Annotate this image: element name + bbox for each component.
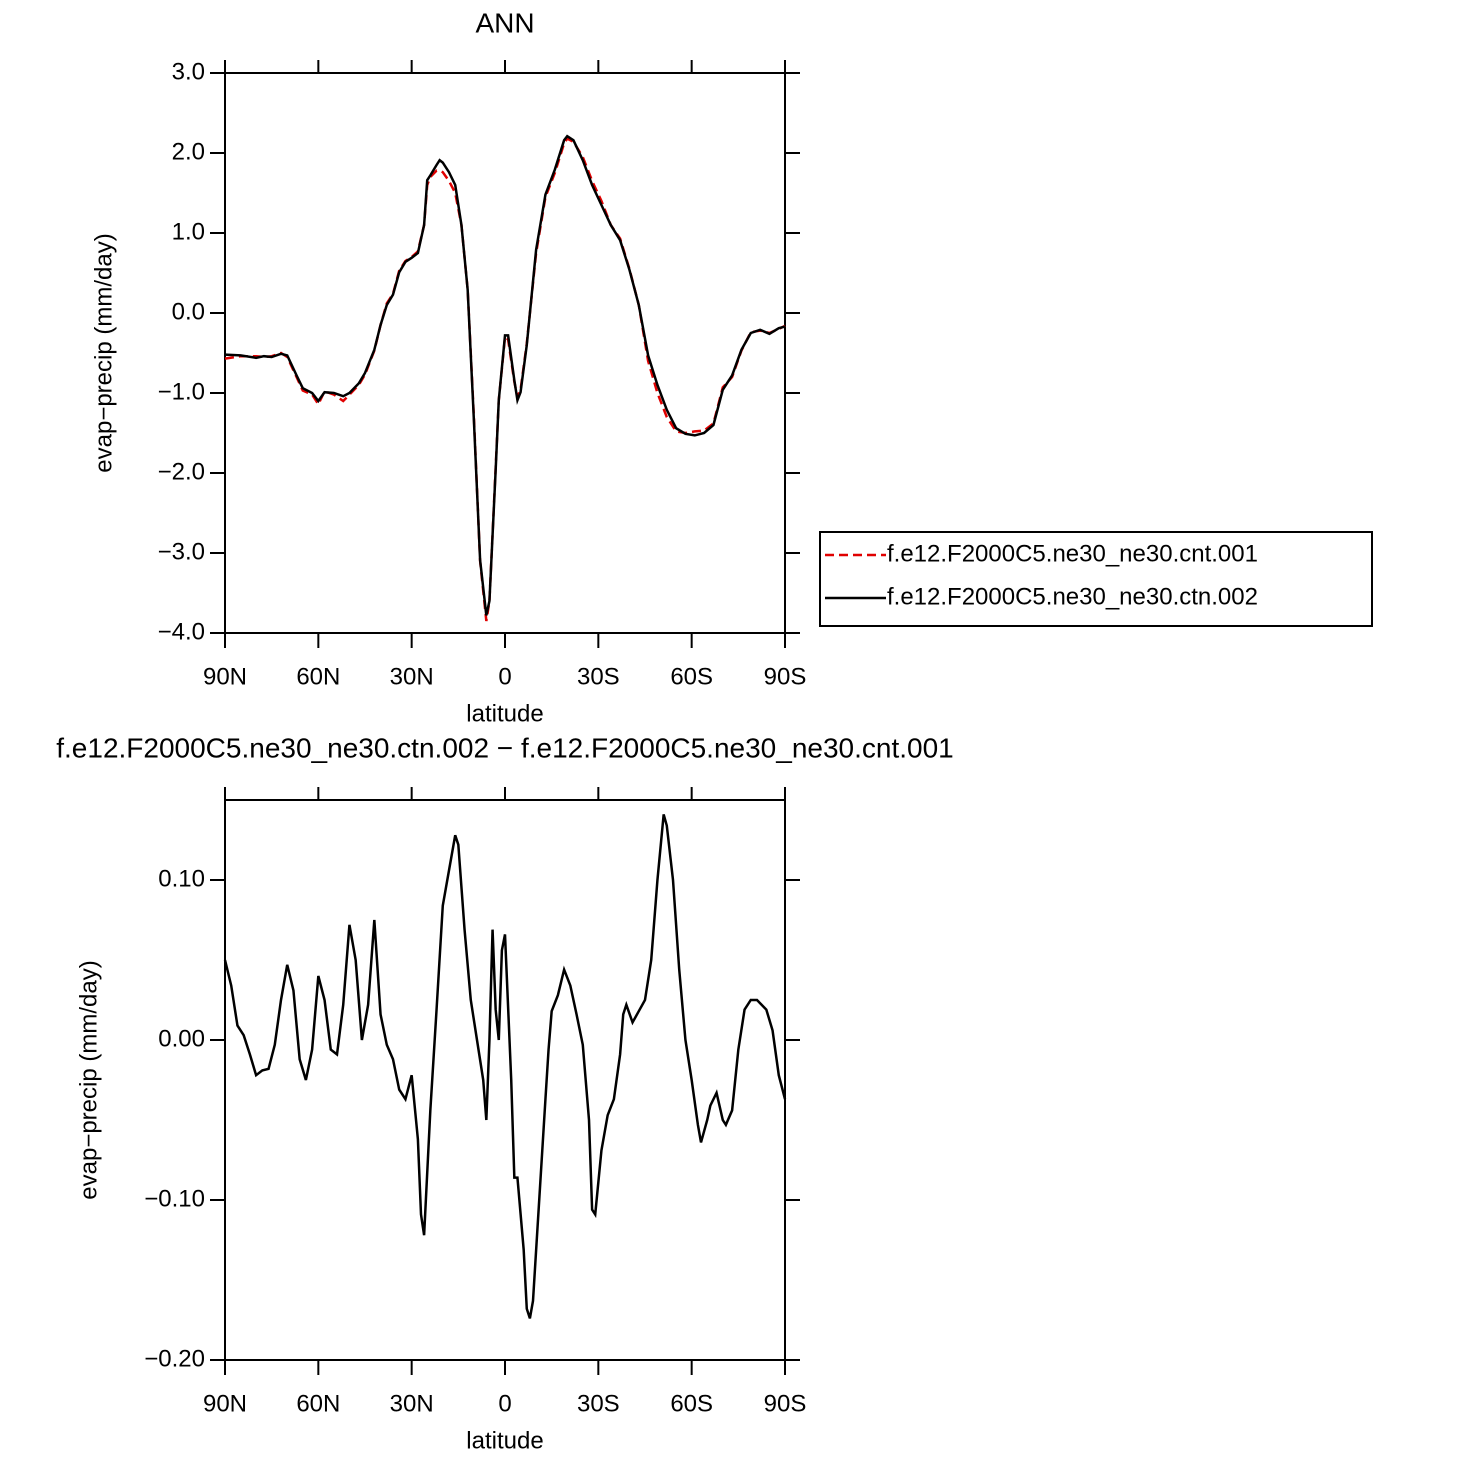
y-tick-label: 3.0 [172,58,205,85]
y-tick-label: −1.0 [158,378,205,405]
data-line [224,134,786,616]
y-tick-label: −2.0 [158,458,205,485]
x-tick-label: 90S [764,1390,807,1417]
y-tick-label: −0.10 [144,1185,205,1212]
y-axis-label: evap−precip (mm/day) [90,233,117,472]
y-tick-label: 0.00 [158,1025,205,1052]
plot-frame [224,799,786,1361]
data-line [224,136,786,622]
legend-box [819,531,1373,627]
x-tick-label: 60N [296,1390,340,1417]
x-tick-label: 30N [390,1390,434,1417]
x-tick-label: 30N [390,663,434,690]
x-tick-label: 90S [764,663,807,690]
y-tick-label: −4.0 [158,618,205,645]
y-tick-label: 1.0 [172,218,205,245]
y-tick-label: 0.0 [172,298,205,325]
x-tick-label: 60N [296,663,340,690]
x-axis-label: latitude [466,700,543,727]
legend-label: f.e12.F2000C5.ne30_ne30.cnt.001 [887,540,1258,567]
x-tick-label: 60S [670,1390,713,1417]
x-tick-label: 0 [498,1390,511,1417]
x-tick-label: 90N [203,663,247,690]
chart-title: ANN [475,7,534,38]
x-axis-label: latitude [466,1427,543,1454]
y-axis-label: evap−precip (mm/day) [75,960,102,1199]
y-tick-label: −0.20 [144,1345,205,1372]
y-tick-label: 2.0 [172,138,205,165]
x-tick-label: 60S [670,663,713,690]
x-tick-label: 0 [498,663,511,690]
x-tick-label: 90N [203,1390,247,1417]
y-tick-label: 0.10 [158,865,205,892]
x-tick-label: 30S [577,663,620,690]
plot-frame [224,72,786,634]
y-tick-label: −3.0 [158,538,205,565]
chart-title: f.e12.F2000C5.ne30_ne30.ctn.002 − f.e12.… [56,732,954,763]
x-tick-label: 30S [577,1390,620,1417]
data-line [223,814,787,1319]
legend-label: f.e12.F2000C5.ne30_ne30.ctn.002 [887,583,1258,610]
